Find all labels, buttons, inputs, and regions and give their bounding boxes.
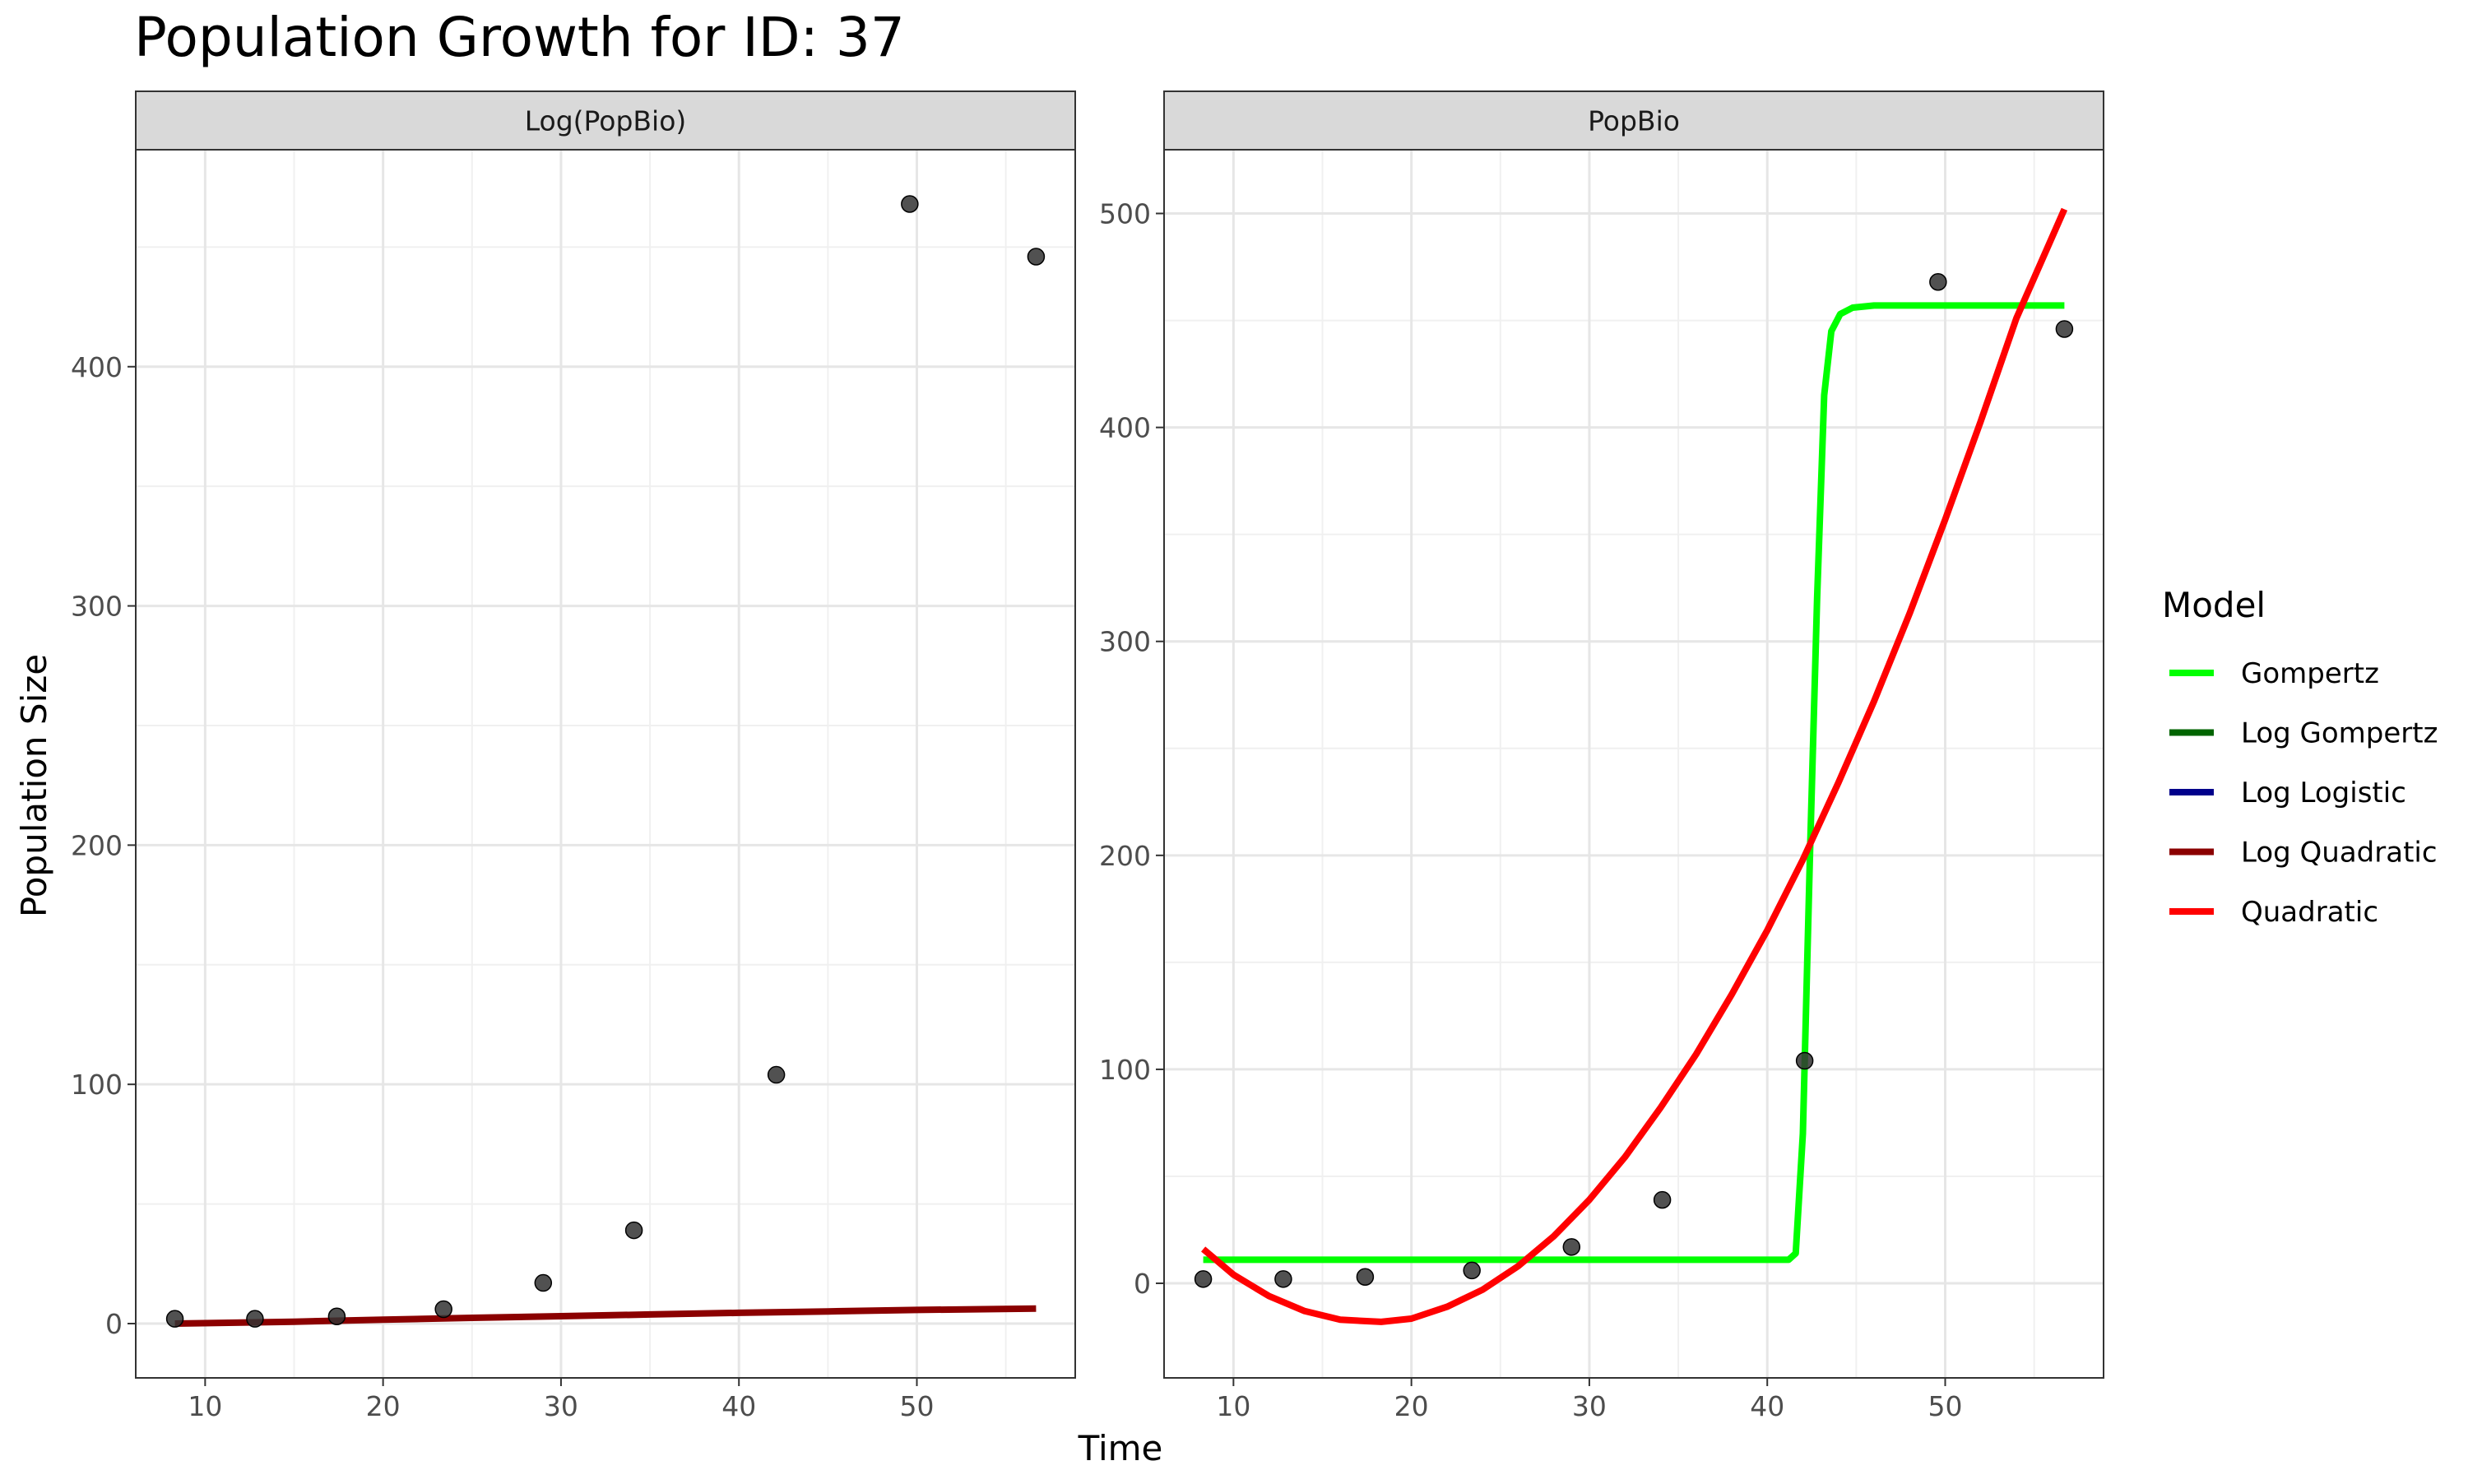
legend-label: Log Logistic [2241,777,2406,809]
y-tick-label: 400 [1099,412,1151,444]
data-point [246,1310,264,1328]
data-point [767,1065,786,1084]
x-tick-label: 40 [1750,1390,1784,1422]
x-tick-label: 20 [1394,1390,1429,1422]
x-tick-label: 10 [1216,1390,1250,1422]
x-tick-label: 50 [1928,1390,1963,1422]
legend-label: Quadratic [2241,896,2378,929]
data-point [1194,1270,1213,1288]
panel-1: Log(PopBio) 10 20 30 40 50 0 100 200 300 400 [71,90,1076,1422]
panels-layer: Log(PopBio)10 20 30 40 500100200300400PopBio… [71,90,2104,1422]
y-tick-label: 300 [71,591,123,623]
y-tick-label: 300 [1099,626,1151,658]
y-tick-label: 500 [1099,198,1151,230]
data-point [434,1300,452,1319]
data-point [1929,272,1947,291]
strip-background [135,90,1076,151]
y-tick-label: 0 [1134,1268,1151,1300]
x-tick-label: 10 [188,1390,222,1422]
y-tick-label: 0 [105,1308,123,1340]
data-point [534,1273,553,1292]
y-tick-label: 400 [71,351,123,383]
legend-entry: Quadratic [2169,896,2378,929]
legend-label: Gompertz [2241,657,2379,690]
x-tick-label: 30 [1572,1390,1607,1422]
data-point [1356,1268,1375,1286]
legend-entry: Log Gompertz [2169,717,2438,750]
strip-background [1163,90,2104,151]
legend-entry: Log Logistic [2169,777,2406,809]
data-point [1653,1190,1672,1209]
data-point [1795,1051,1814,1070]
legend: Model Gompertz Log Gompertz Log Logistic Lo… [2162,585,2438,929]
data-point [1274,1270,1292,1288]
legend-title: Model [2162,585,2266,625]
x-tick-label: 50 [900,1390,935,1422]
legend-label: Log Gompertz [2241,717,2438,750]
data-point [901,195,919,213]
data-point [1463,1261,1481,1280]
data-point [165,1310,184,1328]
x-tick-label: 20 [366,1390,401,1422]
data-point [1027,248,1046,266]
legend-entry: Gompertz [2169,657,2379,690]
series-line-quadratic [1201,207,2068,1325]
data-point [1562,1238,1581,1256]
data-point [327,1307,346,1326]
chart-title: Population Growth for ID: 37 [134,6,905,69]
data-point [2055,320,2074,338]
y-axis-title: Population Size [14,654,54,917]
x-tick-label: 40 [721,1390,756,1422]
legend-entry: Log Quadratic [2169,837,2438,870]
strip-label: Log(PopBio) [525,105,687,137]
legend-label: Log Quadratic [2241,837,2438,870]
strip-label: PopBio [1588,105,1680,137]
x-axis-title: Time [1078,1428,1163,1468]
y-tick-label: 200 [1099,840,1151,872]
y-tick-label: 200 [71,829,123,861]
y-tick-label: 100 [1099,1054,1151,1086]
y-tick-label: 100 [71,1069,123,1101]
panel-background [1164,150,2104,1378]
panel-background [136,150,1075,1378]
series-line-gompertz [1203,302,2065,1264]
data-point [624,1221,643,1240]
x-tick-label: 30 [544,1390,578,1422]
